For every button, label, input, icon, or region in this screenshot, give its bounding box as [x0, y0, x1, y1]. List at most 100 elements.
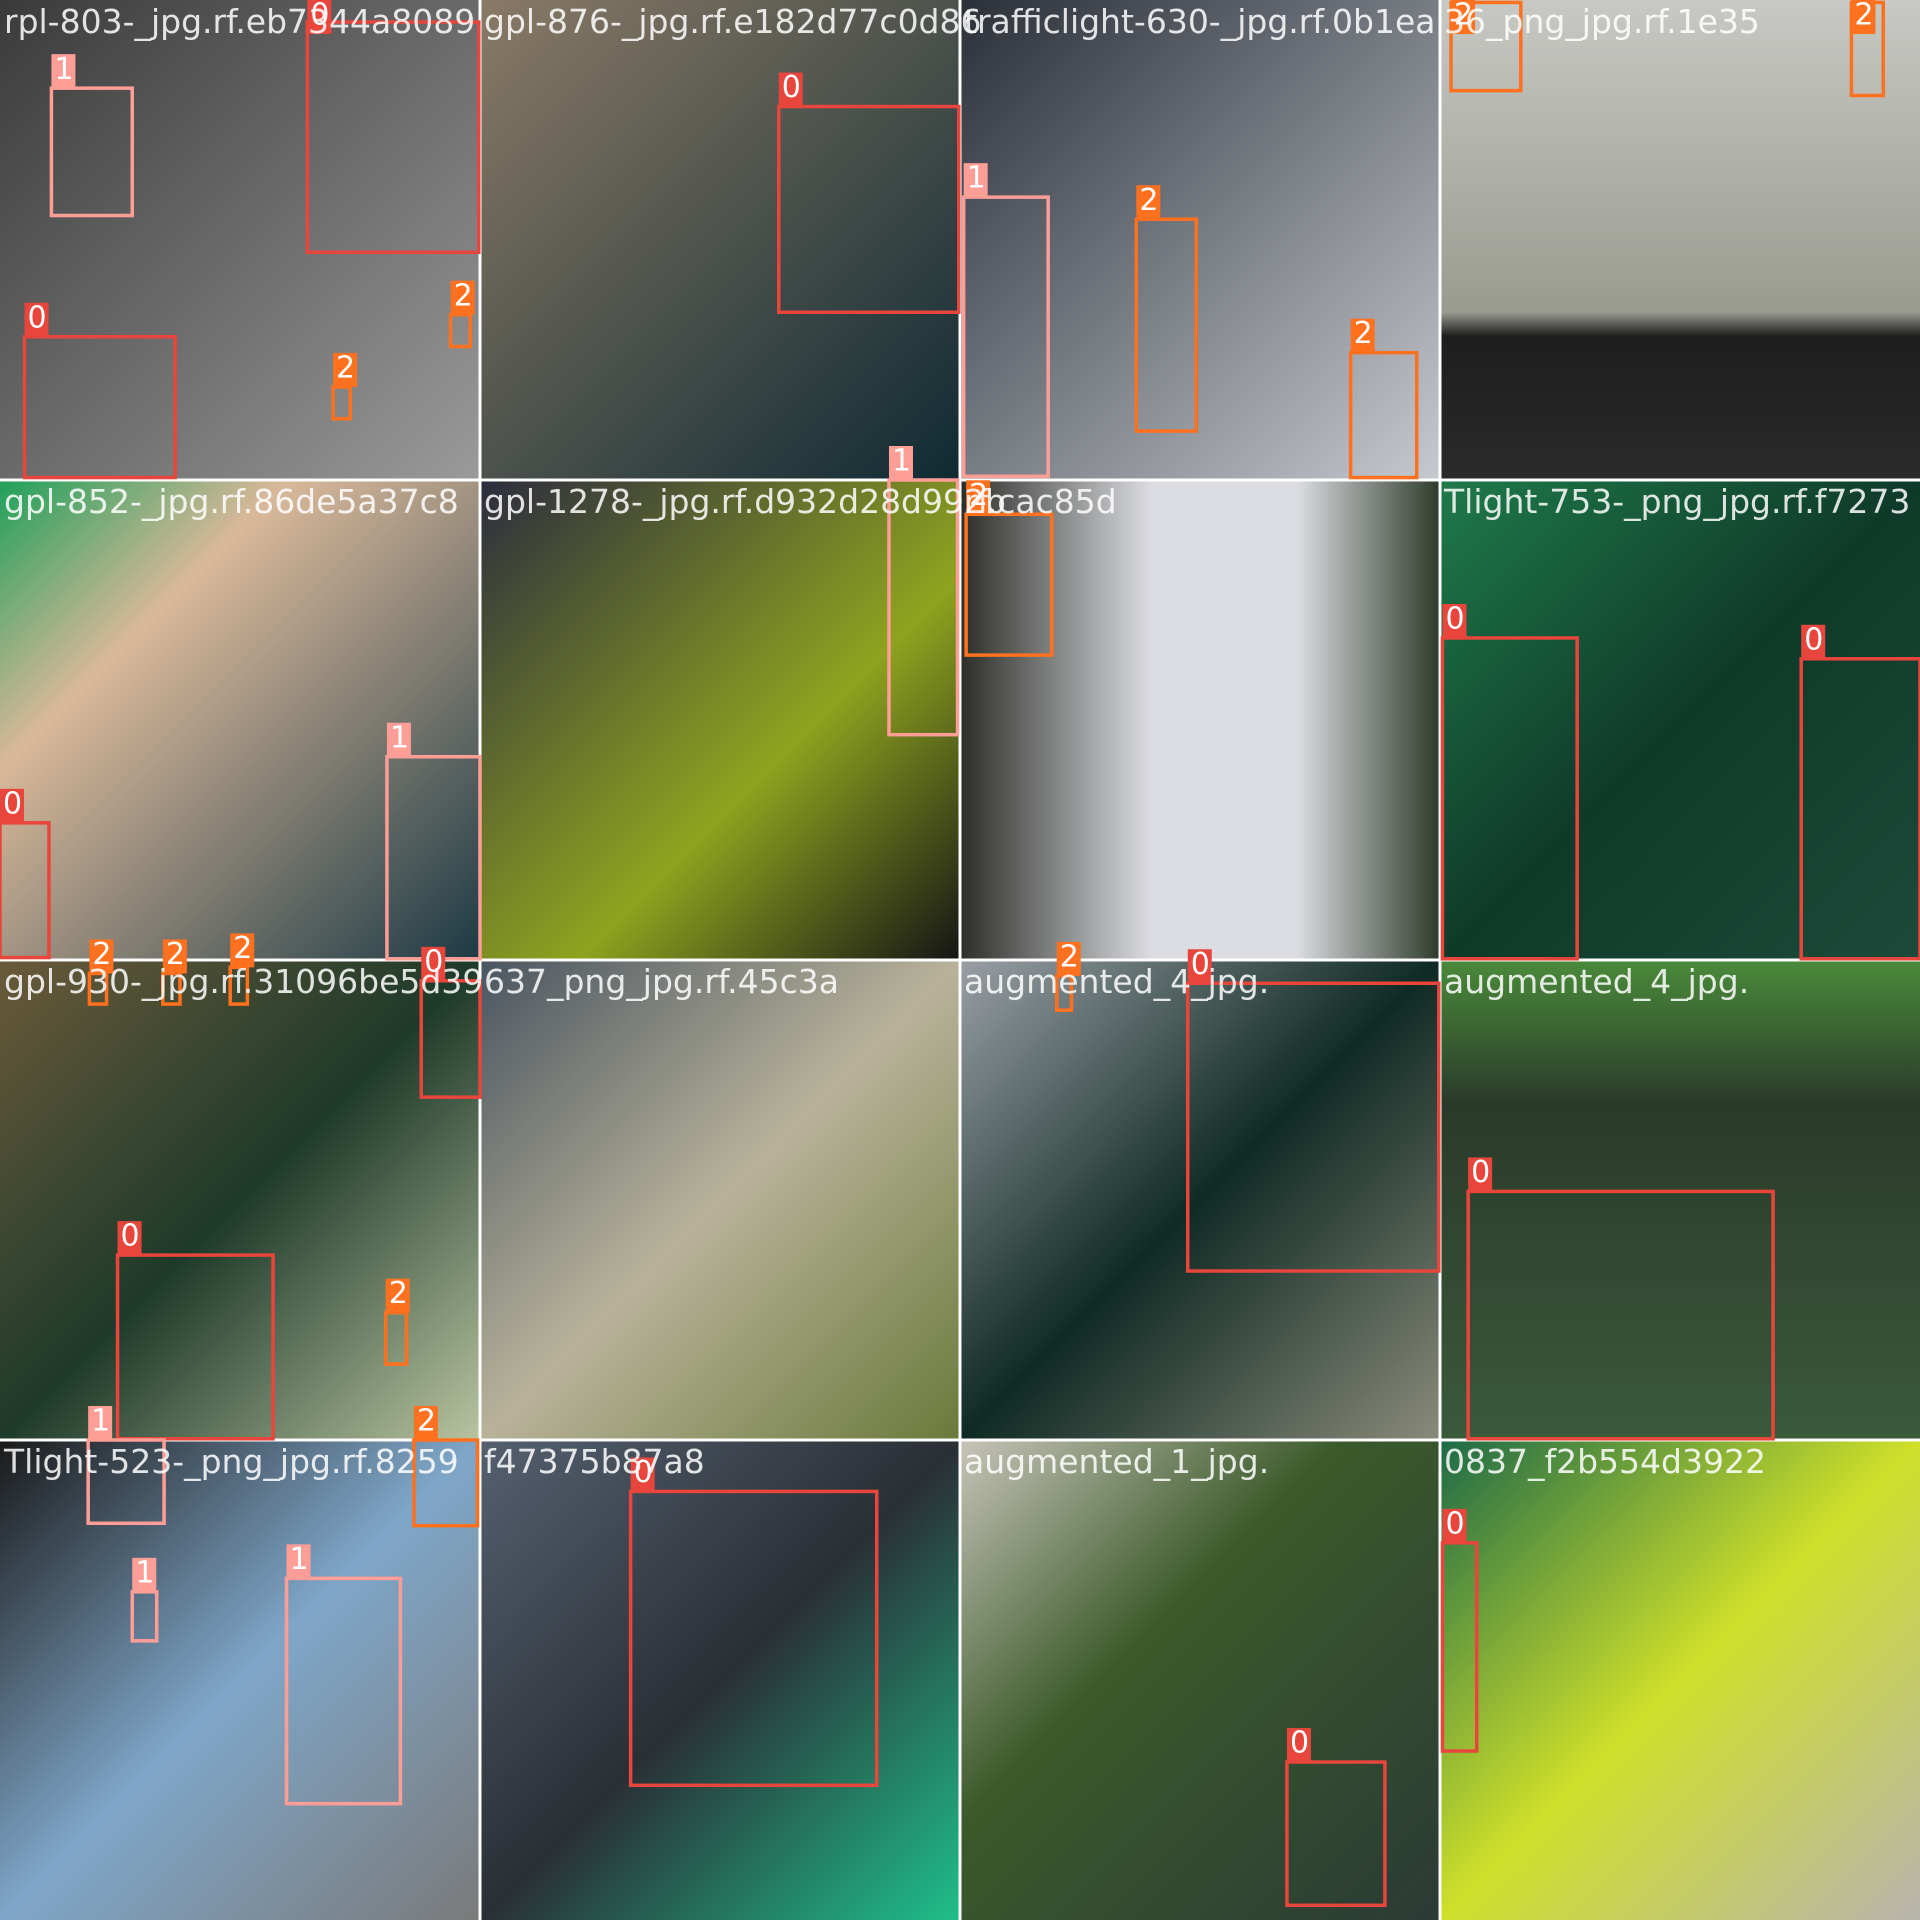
- box-label-bg: [413, 1406, 438, 1440]
- tile-image: [480, 960, 960, 1440]
- box-label-bg: [421, 946, 446, 981]
- box-label-bg: [24, 302, 49, 337]
- tile-image: [960, 0, 1440, 480]
- box-label-bg: [307, 0, 332, 34]
- box-label-bg: [230, 933, 255, 968]
- box-label: 0: [1471, 1155, 1490, 1190]
- box-label: 0: [782, 70, 801, 105]
- box-label: 2: [1139, 183, 1158, 218]
- box-label-bg: [778, 72, 803, 107]
- tile-title: augmented_4_jpg.: [964, 962, 1269, 1001]
- tile-title: Tlight-523-_png_jpg.rf.8259: [3, 1442, 459, 1481]
- box-label: 2: [92, 937, 111, 972]
- bounding-box: [964, 512, 1054, 657]
- box-label-bg: [385, 1278, 410, 1313]
- box-label: 2: [1354, 316, 1373, 351]
- bounding-box: [1285, 1760, 1387, 1908]
- tile-image: [0, 960, 480, 1440]
- box-label-bg: [51, 54, 76, 89]
- bounding-box: [305, 20, 481, 254]
- box-label-bg: [1286, 1728, 1311, 1763]
- box-label: 2: [969, 478, 988, 513]
- box-label: 0: [634, 1455, 653, 1490]
- box-label: 2: [417, 1404, 436, 1439]
- box-label: 2: [1854, 0, 1873, 33]
- box-label-bg: [1851, 0, 1876, 34]
- box-label: 0: [424, 944, 443, 979]
- box-label-bg: [386, 722, 411, 757]
- tile-image: [480, 1440, 960, 1920]
- box-label-bg: [1056, 941, 1081, 976]
- tile-image: [0, 1440, 480, 1920]
- box-label-bg: [1136, 185, 1161, 220]
- box-label: 0: [121, 1219, 140, 1254]
- box-label: 1: [892, 444, 911, 479]
- tile-image: [960, 960, 1440, 1440]
- box-label-bg: [286, 1544, 311, 1579]
- tile-title: gpl-852-_jpg.rf.86de5a37c8: [4, 482, 459, 521]
- box-label-bg: [132, 1557, 157, 1592]
- box-label: 0: [3, 786, 22, 821]
- tile-title: augmented_1_jpg.: [964, 1442, 1269, 1481]
- tile-image: [1440, 960, 1920, 1440]
- box-label: 0: [310, 0, 329, 33]
- box-label: 0: [1290, 1726, 1309, 1761]
- box-label: 1: [91, 1404, 110, 1439]
- tile-title: rf.cac85d: [964, 482, 1117, 521]
- box-label: 2: [166, 937, 185, 972]
- box-label: 0: [1804, 622, 1823, 657]
- box-label-bg: [888, 446, 913, 480]
- tile-image: [0, 480, 480, 960]
- bounding-box: [1348, 350, 1419, 480]
- box-label: 0: [1191, 947, 1210, 982]
- box-label: 1: [390, 720, 409, 755]
- bounding-box: [22, 334, 177, 480]
- bounding-box: [284, 1576, 403, 1806]
- box-label: 2: [1060, 940, 1079, 975]
- tile-title: gpl-1278-_jpg.rf.d932d28d992b: [484, 482, 1006, 521]
- box-label-bg: [1451, 0, 1476, 34]
- tile-image: [480, 0, 960, 480]
- bounding-box: [628, 1489, 879, 1788]
- box-label-bg: [966, 480, 991, 515]
- tile-title: 637_png_jpg.rf.45c3a: [484, 962, 839, 1001]
- box-label: 0: [1445, 1506, 1464, 1541]
- tile-image: [1440, 0, 1920, 480]
- tile-title: f47375b87a8: [484, 1442, 705, 1481]
- box-label-bg: [333, 352, 358, 387]
- box-label-bg: [1468, 1157, 1493, 1192]
- tile-title: gpl-930-_jpg.rf.31096be5d39: [4, 962, 483, 1001]
- bounding-box: [412, 1438, 480, 1528]
- tile-image: [960, 1440, 1440, 1920]
- tile-title: gpl-876-_jpg.rf.e182d77c0d86: [484, 2, 982, 41]
- box-label: 1: [54, 52, 73, 87]
- box-label: 2: [1454, 0, 1473, 33]
- bounding-box: [49, 86, 134, 218]
- box-label: 2: [454, 278, 473, 313]
- tile-title: Tlight-753-_png_jpg.rf.f7273: [1443, 482, 1910, 521]
- box-label: 0: [1445, 602, 1464, 637]
- bounding-box: [1134, 217, 1199, 433]
- box-label-bg: [630, 1457, 655, 1492]
- box-label-bg: [450, 280, 475, 315]
- box-label-bg: [1442, 1508, 1467, 1543]
- box-label-bg: [1801, 624, 1826, 659]
- tile-image: [0, 0, 480, 480]
- tile-image: [1440, 480, 1920, 960]
- bounding-box: [961, 195, 1050, 479]
- box-label: 0: [27, 300, 46, 335]
- box-label: 2: [336, 351, 355, 386]
- box-label: 2: [389, 1276, 408, 1311]
- tile-image: [960, 480, 1440, 960]
- box-label-bg: [89, 939, 114, 974]
- box-label: 1: [135, 1555, 154, 1590]
- bounding-box: [86, 1438, 166, 1526]
- bounding-box: [777, 104, 961, 314]
- box-label-bg: [1350, 318, 1375, 353]
- bounding-box: [1799, 657, 1920, 961]
- box-label-bg: [1442, 603, 1467, 638]
- box-label-bg: [0, 788, 24, 823]
- box-label-bg: [1187, 949, 1212, 984]
